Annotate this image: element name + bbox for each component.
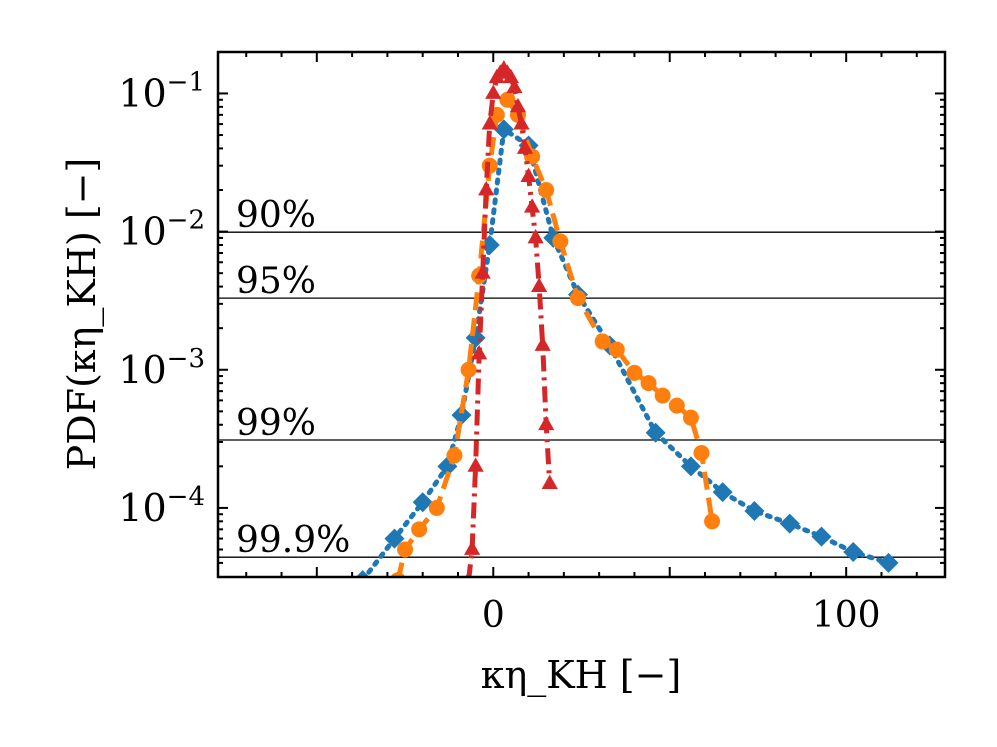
ticks	[218, 52, 945, 577]
series-layer	[355, 60, 899, 577]
marker-red-triangle-dashdot-20	[531, 277, 548, 292]
marker-orange-circle-dashed-14	[569, 290, 586, 307]
marker-blue-diamond-dotted-6	[479, 234, 500, 255]
series-blue-diamond-dotted	[355, 119, 899, 577]
marker-orange-circle-dashed-19	[654, 387, 671, 404]
y-tick-exponent-0: −1	[167, 67, 205, 97]
marker-red-triangle-dashdot-5	[478, 181, 495, 196]
marker-blue-diamond-dotted-18	[843, 541, 864, 562]
marker-red-triangle-dashdot-19	[527, 228, 544, 244]
marker-red-triangle-dashdot-12	[502, 68, 520, 84]
marker-orange-circle-dashed-2	[411, 521, 428, 538]
marker-red-triangle-dashdot-3	[471, 345, 488, 360]
y-tick-label-2: 10−3	[118, 344, 205, 392]
marker-blue-diamond-dotted-19	[878, 552, 899, 573]
marker-orange-circle-dashed-4	[446, 447, 463, 464]
marker-orange-circle-dashed-3	[428, 499, 445, 516]
marker-blue-diamond-dotted-0	[355, 570, 370, 577]
reference-label-4: 99.9%	[236, 520, 350, 561]
marker-red-triangle-dashdot-21	[534, 336, 551, 351]
y-tick-base-1: 10	[118, 210, 166, 254]
y-tick-exponent-1: −2	[167, 206, 205, 236]
marker-red-triangle-dashdot-15	[513, 115, 530, 130]
marker-red-triangle-dashdot-1	[463, 540, 481, 555]
marker-orange-circle-dashed-20	[668, 397, 685, 414]
series-line-orange-circle-dashed	[396, 95, 715, 577]
reference-label-2: 95%	[236, 261, 316, 302]
marker-blue-diamond-dotted-14	[712, 482, 733, 503]
marker-orange-circle-dashed-18	[640, 375, 657, 392]
x-tick-label-0: 0	[482, 595, 505, 636]
y-tick-exponent-3: −4	[167, 482, 205, 512]
marker-blue-diamond-dotted-1	[384, 528, 405, 549]
marker-blue-diamond-dotted-2	[412, 492, 433, 513]
marker-red-triangle-dashdot-22	[538, 415, 555, 431]
y-tick-exponent-2: −3	[167, 344, 205, 374]
marker-orange-circle-dashed-1	[397, 541, 414, 558]
series-line-red-triangle-dashdot	[466, 65, 553, 577]
marker-orange-circle-dashed-22	[693, 444, 710, 461]
marker-red-triangle-dashdot-23	[541, 474, 558, 489]
y-tick-base-2: 10	[118, 348, 166, 392]
marker-orange-circle-dashed-16	[608, 341, 625, 358]
reference-labels: 90% 95% 99% 99.9%	[236, 195, 350, 561]
marker-orange-circle-dashed-5	[460, 361, 477, 378]
marker-red-triangle-dashdot-6	[481, 115, 498, 130]
y-axis-label: PDF(κη_KH) [−]	[60, 158, 105, 471]
marker-red-triangle-dashdot-0	[465, 571, 472, 577]
marker-orange-circle-dashed-21	[682, 409, 699, 426]
reference-label-1: 90%	[236, 195, 316, 236]
marker-blue-diamond-dotted-15	[744, 500, 765, 521]
marker-red-triangle-dashdot-14	[509, 97, 527, 113]
marker-orange-circle-dashed-17	[626, 364, 643, 381]
marker-blue-diamond-dotted-17	[811, 526, 832, 547]
marker-blue-diamond-dotted-4	[451, 405, 472, 426]
marker-orange-circle-dashed-23	[704, 513, 721, 530]
series-orange-circle-dashed	[390, 91, 721, 577]
y-tick-label-3: 10−4	[118, 482, 205, 530]
marker-red-triangle-dashdot-7	[485, 84, 502, 99]
y-tick-base-3: 10	[118, 486, 166, 530]
marker-blue-diamond-dotted-16	[779, 513, 800, 534]
marker-orange-circle-dashed-13	[552, 233, 569, 250]
marker-red-triangle-dashdot-2	[467, 457, 484, 472]
marker-blue-diamond-dotted-12	[645, 422, 666, 443]
marker-blue-diamond-dotted-13	[680, 456, 701, 477]
x-tick-label-1: 100	[812, 595, 881, 636]
marker-orange-circle-dashed-9	[499, 91, 516, 108]
marker-red-triangle-dashdot-13	[506, 78, 523, 94]
y-tick-label-1: 10−2	[118, 206, 205, 254]
plot-frame	[216, 50, 947, 579]
reference-lines	[218, 231, 945, 558]
marker-red-triangle-dashdot-4	[474, 264, 491, 279]
y-tick-label-0: 10−1	[118, 67, 205, 115]
marker-orange-circle-dashed-0	[390, 572, 406, 577]
marker-blue-diamond-dotted-7	[493, 119, 514, 140]
marker-red-triangle-dashdot-16	[516, 139, 534, 154]
marker-orange-circle-dashed-15	[594, 333, 611, 350]
marker-orange-circle-dashed-12	[538, 182, 555, 199]
y-tick-base-0: 10	[118, 71, 166, 115]
marker-red-triangle-dashdot-18	[523, 198, 541, 213]
series-red-triangle-dashdot	[463, 60, 558, 577]
x-axis-label: κη_KH [−]	[481, 653, 682, 698]
marker-red-triangle-dashdot-17	[520, 167, 537, 183]
reference-label-3: 99%	[236, 403, 316, 444]
